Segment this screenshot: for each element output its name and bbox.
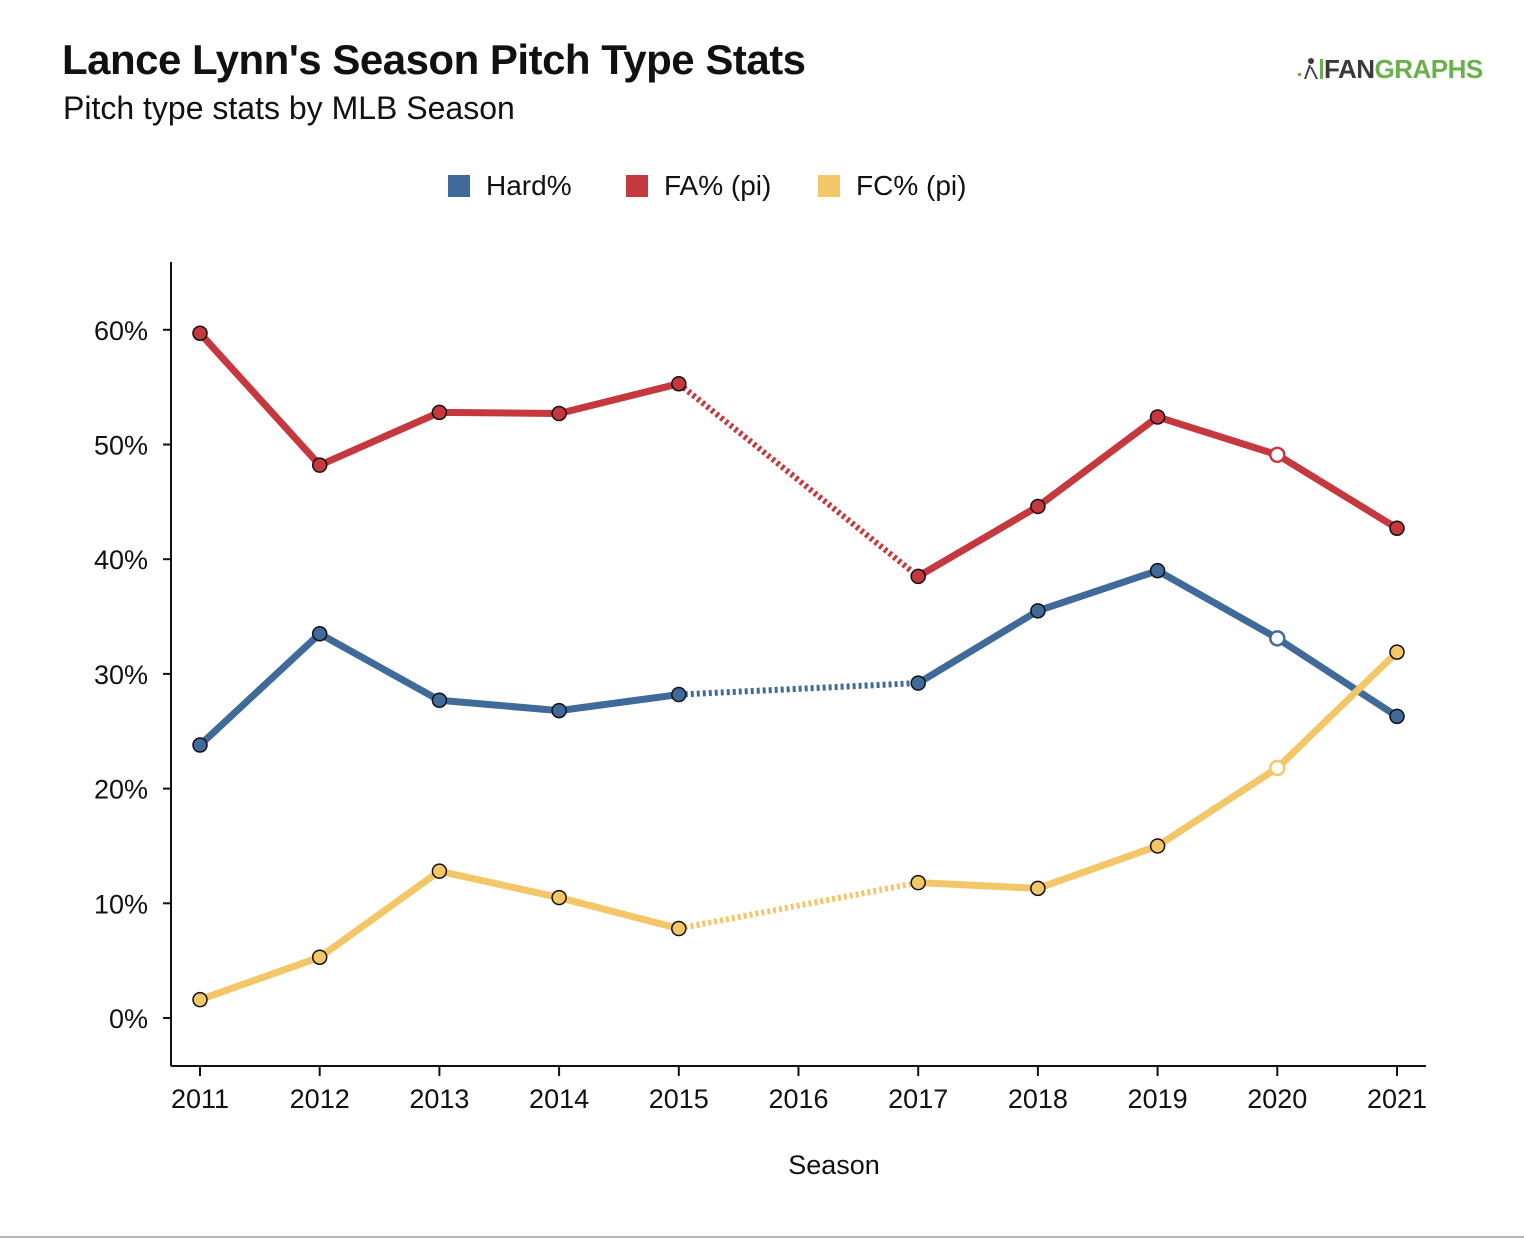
series-gap-fa-pi (676, 381, 921, 579)
data-point-fc-pi (192, 991, 208, 1008)
data-point-fa-pi (910, 568, 926, 585)
data-point-fa-pi (1030, 498, 1046, 515)
legend-swatch (448, 175, 470, 197)
y-tick-label: 50% (94, 431, 148, 461)
data-point-fc-pi (431, 863, 448, 879)
x-tick-label: 2018 (1008, 1084, 1068, 1114)
x-tick-label: 2019 (1128, 1084, 1188, 1114)
data-point-hard (311, 626, 328, 642)
data-point-hard (910, 675, 926, 691)
series-line-fa-pi (914, 413, 1401, 580)
data-point-hard (192, 737, 208, 753)
series-gap-hard (678, 680, 919, 698)
series-line-hard (196, 630, 683, 749)
chart-subtitle: Pitch type stats by MLB Season (63, 90, 515, 126)
y-tick-label: 40% (94, 545, 148, 575)
data-point-fa-pi (1149, 409, 1166, 425)
data-point-fa-pi (1269, 446, 1286, 464)
data-point-hard (551, 702, 567, 719)
y-tick-label: 30% (94, 660, 148, 690)
x-tick-label: 2011 (171, 1084, 229, 1114)
series-line-fc-pi (196, 867, 683, 1004)
series-line-fa-pi (196, 329, 683, 469)
series-gap-fc-pi (678, 879, 919, 932)
data-point-fc-pi (1389, 644, 1405, 660)
data-point-hard (1269, 630, 1286, 647)
data-point-hard (431, 692, 448, 709)
x-tick-label: 2016 (768, 1084, 828, 1114)
fangraphs-logo[interactable]: FANGRAPHS (1296, 54, 1483, 85)
legend-label: FA% (pi) (664, 170, 772, 201)
data-point-fa-pi (311, 457, 328, 473)
x-tick-label: 2015 (649, 1084, 709, 1114)
x-tick-label: 2020 (1247, 1084, 1307, 1114)
x-axis-title: Season (788, 1150, 880, 1180)
data-point-fc-pi (671, 920, 687, 937)
fangraphs-logo-icon (1298, 58, 1323, 79)
data-point-hard (1389, 708, 1405, 725)
y-tick-label: 60% (94, 316, 148, 346)
data-point-fc-pi (311, 949, 328, 965)
legend-item[interactable]: Hard% (448, 170, 572, 202)
data-point-fc-pi (1149, 838, 1166, 854)
data-point-fa-pi (671, 375, 687, 392)
data-point-fc-pi (551, 889, 567, 906)
legend-swatch (626, 175, 648, 197)
logo-text-fan: FAN (1324, 54, 1375, 84)
y-tick-label: 20% (94, 775, 148, 805)
legend-item[interactable]: FC% (pi) (818, 170, 966, 202)
bottom-divider (0, 1236, 1524, 1238)
data-point-fa-pi (431, 404, 448, 421)
x-tick-label: 2012 (290, 1084, 350, 1114)
data-point-fc-pi (1030, 880, 1046, 897)
data-point-fc-pi (1269, 759, 1286, 777)
x-tick-label: 2017 (888, 1084, 948, 1114)
data-point-hard (1030, 603, 1046, 619)
y-tick-label: 10% (94, 889, 148, 919)
data-point-hard (671, 686, 687, 703)
legend-label: FC% (pi) (856, 170, 967, 201)
data-point-fc-pi (910, 874, 926, 891)
x-tick-label: 2013 (409, 1084, 469, 1114)
x-tick-label: 2014 (529, 1084, 589, 1114)
x-tick-label: 2021 (1367, 1084, 1427, 1114)
legend-swatch (818, 175, 840, 197)
data-point-hard (1149, 562, 1166, 579)
chart-legend: Hard% FA% (pi) FC% (pi) (0, 170, 1524, 210)
legend-item[interactable]: FA% (pi) (626, 170, 771, 202)
series-line-hard (914, 567, 1401, 720)
y-tick-label: 0% (109, 1004, 148, 1034)
chart-title: Lance Lynn's Season Pitch Type Stats (62, 36, 806, 83)
data-point-fa-pi (551, 405, 567, 422)
legend-label: Hard% (486, 170, 572, 201)
data-point-fa-pi (192, 325, 208, 341)
data-point-fa-pi (1389, 520, 1405, 536)
logo-text-graphs: GRAPHS (1374, 54, 1484, 84)
